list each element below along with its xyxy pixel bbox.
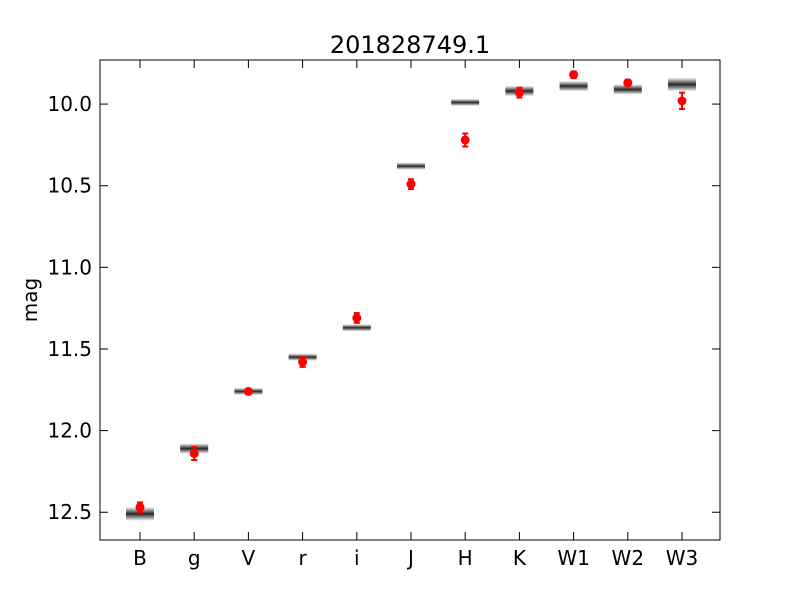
y-tick-label: 11.0 (47, 255, 92, 279)
y-tick-label: 10.5 (47, 174, 92, 198)
x-tick-label: H (458, 546, 473, 570)
model-band (559, 80, 588, 92)
x-tick-label: W1 (557, 546, 590, 570)
data-point (569, 70, 579, 80)
chart-title: 201828749.1 (330, 31, 490, 59)
x-tick-label: W2 (612, 546, 645, 570)
data-point (298, 357, 308, 367)
model-band (397, 162, 425, 170)
data-point (352, 313, 362, 323)
y-tick-label: 12.0 (47, 419, 92, 443)
x-tick-label: g (188, 546, 201, 570)
y-tick-label: 10.0 (47, 92, 92, 116)
model-band (126, 506, 154, 521)
y-axis-label: mag (18, 278, 42, 322)
y-tick-label: 11.5 (47, 337, 92, 361)
y-tick-label: 12.5 (47, 500, 92, 524)
model-band (613, 84, 642, 95)
model-band (342, 324, 371, 332)
data-point (677, 96, 687, 106)
data-point (243, 386, 253, 396)
data-point (135, 502, 145, 512)
x-tick-label: i (354, 546, 360, 570)
data-point (623, 78, 633, 88)
data-point (460, 135, 470, 145)
data-point (406, 179, 416, 189)
x-tick-label: K (513, 546, 527, 570)
x-tick-label: r (298, 546, 307, 570)
x-tick-label: B (133, 546, 147, 570)
model-band (451, 98, 480, 107)
plot-frame (99, 59, 721, 541)
x-tick-label: W3 (666, 546, 699, 570)
model-band (668, 77, 696, 92)
data-point (514, 88, 524, 98)
x-tick-label: V (242, 546, 256, 570)
plot-area (126, 70, 696, 521)
x-tick-label: J (406, 546, 414, 570)
data-point (189, 448, 199, 458)
